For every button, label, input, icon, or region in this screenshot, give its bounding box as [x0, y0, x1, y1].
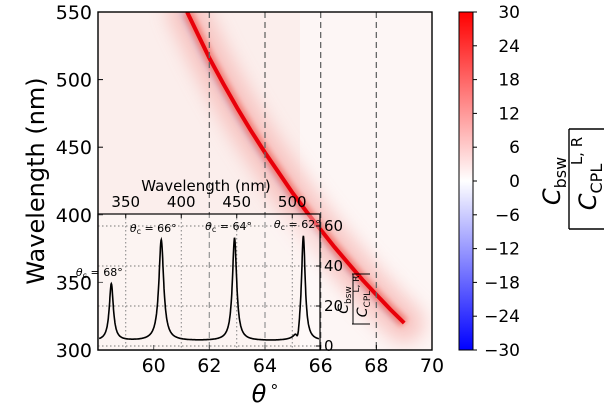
inset-title: Wavelength (nm) [141, 177, 271, 195]
inset-peak-annotation: θc = 62° [274, 218, 321, 232]
svg-text:CCPL: CCPL [355, 291, 373, 318]
inset-y-tick-label: 60 [324, 217, 343, 235]
inset-y-tick-label: 40 [324, 257, 343, 275]
main-y-tick-label: 450 [56, 137, 92, 159]
main-y-ticks: 300 350 400 450 500 550 [56, 2, 103, 362]
inset-x-tick-label: 500 [278, 193, 307, 211]
ridge-line [185, 12, 406, 325]
inset-x-ticks: 350 400 450 500 [111, 193, 307, 218]
colorbar-ticks: 30 24 18 12 6 0 −6 −12 −18 −24 −30 [473, 3, 520, 361]
svg-text:Cbsw: Cbsw [538, 157, 570, 205]
main-x-tick-label: 60 [142, 355, 166, 377]
inset-series-line [98, 235, 320, 341]
inset-y-axis-label: Cbsw CCPL L, R [336, 273, 373, 325]
main-y-tick-label: 350 [56, 272, 92, 294]
inset-y-ticks: 0 20 40 60 [316, 217, 343, 355]
inset-peak-annotation: θc = 68° [76, 266, 123, 280]
colorbar-gradient [458, 11, 474, 351]
main-x-tick-label: 62 [197, 355, 221, 377]
main-x-ticks: 60 62 64 66 68 70 [142, 345, 444, 377]
main-y-tick-label: 400 [56, 205, 92, 227]
colorbar-tick-label: 12 [498, 104, 520, 124]
inset-frame [97, 213, 321, 351]
main-x-tick-label: 68 [364, 355, 388, 377]
main-y-tick-label: 300 [56, 340, 92, 362]
colorbar-tick-label: 18 [498, 71, 520, 91]
colorbar-tick-label: −30 [484, 341, 520, 361]
colorbar-tick-label: −6 [495, 206, 520, 226]
main-x-tick-label: 70 [420, 355, 444, 377]
colorbar-tick-label: −24 [484, 307, 520, 327]
main-y-tick-label: 500 [56, 70, 92, 92]
ridge-layer [167, 12, 425, 343]
inset-peak-annotation: θc = 66° [130, 222, 177, 236]
main-y-axis-label: Wavelength (nm) [22, 77, 50, 284]
inset-y-tick-label: 0 [324, 337, 334, 355]
inset-annotations: θc = 68° θc = 66° θc = 64° θc = 62° [76, 218, 321, 280]
colorbar-tick-label: −12 [484, 240, 520, 260]
svg-text:L, R: L, R [352, 276, 362, 293]
colorbar-tick-label: 6 [509, 138, 520, 158]
reference-lines [208, 12, 377, 350]
svg-text:CCPL: CCPL [574, 164, 606, 211]
inset-x-tick-label: 350 [111, 193, 140, 211]
inset-background [98, 214, 320, 350]
colorbar-label: Cbsw CCPL L, R [538, 128, 606, 230]
main-x-tick-label: 64 [253, 355, 277, 377]
inset-peak-annotation: θc = 64° [205, 220, 252, 234]
colorbar: 30 24 18 12 6 0 −6 −12 −18 −24 −30 Cbsw CCPL L, R [458, 3, 606, 361]
main-x-axis-label: θ ° [252, 380, 279, 408]
inset-y-tick-label: 20 [324, 297, 343, 315]
colorbar-tick-label: −18 [484, 273, 520, 293]
svg-text:L, R: L, R [568, 137, 586, 165]
svg-text:Cbsw: Cbsw [336, 286, 354, 314]
main-x-tick-label: 66 [309, 355, 333, 377]
colorbar-tick-label: 24 [498, 37, 520, 57]
main-y-tick-label: 550 [56, 2, 92, 24]
colorbar-tick-label: 30 [498, 3, 520, 23]
inset-x-tick-label: 450 [222, 193, 251, 211]
colorbar-tick-label: 0 [509, 172, 520, 192]
inset-x-tick-label: 400 [167, 193, 196, 211]
